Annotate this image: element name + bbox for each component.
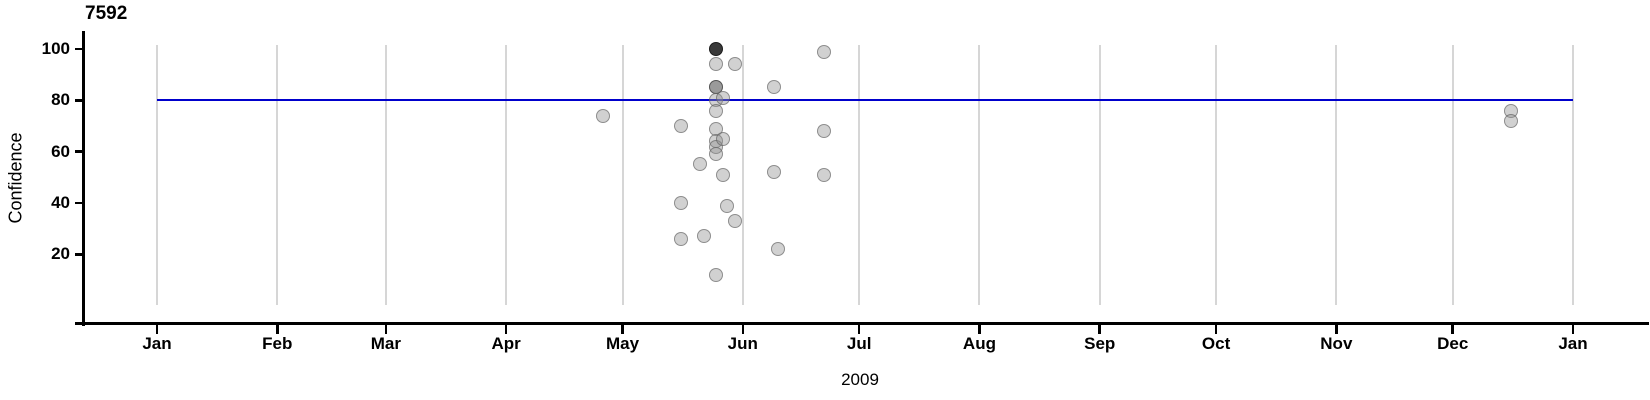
y-tick-label: 100: [41, 39, 70, 58]
data-point[interactable]: [766, 165, 781, 180]
data-point[interactable]: [817, 124, 832, 139]
x-tick-label: Jul: [846, 334, 872, 353]
data-point[interactable]: [708, 267, 723, 282]
x-axis-tick: [741, 325, 745, 334]
data-point[interactable]: [697, 229, 711, 244]
y-axis-tick: [75, 253, 84, 256]
x-axis-tick: [1214, 325, 1218, 334]
x-tick-label: Feb: [262, 334, 293, 353]
chart-title: 7592: [85, 3, 128, 24]
x-axis-line: [75, 322, 1649, 325]
data-point[interactable]: [817, 167, 832, 182]
x-tick-label: Sep: [1084, 334, 1116, 353]
reference-line: [157, 99, 1573, 102]
month-gridline: [1451, 45, 1454, 305]
x-tick-label: Dec: [1437, 334, 1469, 353]
data-point[interactable]: [766, 80, 781, 95]
x-axis-year-label: 2009: [841, 370, 879, 389]
month-gridline: [1335, 45, 1338, 305]
month-gridline: [1572, 45, 1574, 305]
data-point[interactable]: [716, 90, 731, 105]
y-axis-tick: [75, 201, 84, 205]
x-tick-label: Oct: [1201, 334, 1231, 353]
data-point[interactable]: [716, 167, 731, 182]
month-gridline: [978, 45, 981, 305]
x-axis-tick: [276, 325, 279, 334]
data-point[interactable]: [716, 131, 731, 146]
x-tick-label: Apr: [491, 334, 521, 353]
data-point[interactable]: [673, 231, 688, 246]
y-tick-label: 60: [51, 141, 70, 161]
data-point[interactable]: [673, 118, 688, 133]
y-axis-tick: [75, 47, 84, 51]
y-tick-label: 40: [51, 192, 70, 212]
y-axis-tick: [75, 99, 84, 102]
x-tick-label: Jun: [727, 334, 758, 353]
data-point[interactable]: [1503, 113, 1518, 128]
x-axis-tick: [155, 325, 159, 334]
x-axis-tick: [621, 325, 624, 334]
y-axis-line: [82, 31, 85, 326]
x-axis-tick: [1098, 325, 1101, 334]
month-gridline: [505, 45, 508, 305]
x-axis-tick: [1335, 325, 1338, 334]
month-gridline: [741, 45, 744, 305]
month-gridline: [621, 45, 624, 305]
data-point[interactable]: [693, 157, 708, 172]
data-point[interactable]: [708, 147, 723, 162]
x-tick-label: Jan: [142, 334, 172, 353]
x-tick-label: Jan: [1558, 334, 1588, 353]
data-point[interactable]: [817, 44, 832, 59]
data-point[interactable]: [708, 103, 723, 118]
data-point[interactable]: [720, 198, 735, 213]
x-axis-tick: [978, 325, 981, 334]
x-tick-label: Aug: [962, 334, 996, 353]
y-axis-tick: [75, 150, 84, 153]
y-tick-label: 80: [51, 90, 70, 110]
month-gridline: [156, 45, 158, 305]
month-gridline: [1215, 45, 1218, 305]
x-axis-tick: [1571, 325, 1575, 334]
month-gridline: [384, 45, 387, 305]
x-axis-tick: [504, 325, 508, 334]
y-tick-label: 20: [51, 244, 70, 264]
x-tick-label: Mar: [370, 334, 401, 353]
data-point[interactable]: [728, 57, 743, 72]
data-point[interactable]: [708, 57, 723, 72]
x-axis-tick: [857, 325, 861, 334]
data-point[interactable]: [708, 42, 723, 56]
month-gridline: [858, 45, 861, 305]
x-axis-tick: [384, 325, 388, 334]
data-point[interactable]: [770, 242, 785, 257]
x-tick-label: Nov: [1320, 334, 1353, 353]
month-gridline: [276, 45, 279, 305]
x-tick-label: May: [605, 334, 640, 353]
x-axis-tick: [1451, 325, 1454, 334]
data-point[interactable]: [596, 108, 611, 123]
month-gridline: [1098, 45, 1101, 305]
data-point[interactable]: [728, 213, 743, 228]
data-point[interactable]: [673, 195, 688, 210]
